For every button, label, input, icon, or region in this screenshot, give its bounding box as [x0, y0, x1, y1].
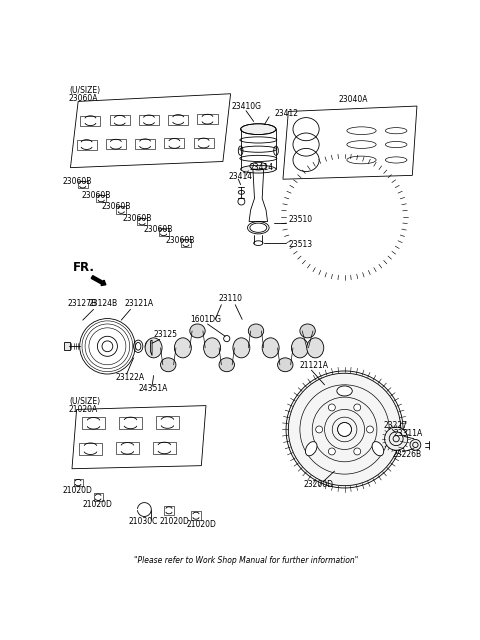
Text: 23060B: 23060B	[101, 202, 131, 211]
Bar	[82, 417, 105, 429]
Ellipse shape	[337, 386, 352, 396]
Circle shape	[384, 427, 408, 451]
Bar	[156, 417, 179, 429]
Bar	[181, 239, 191, 247]
Text: 23124B: 23124B	[88, 300, 117, 308]
Text: 21020D: 21020D	[63, 486, 93, 495]
Bar	[81, 116, 100, 125]
Circle shape	[367, 426, 373, 433]
Circle shape	[328, 404, 336, 411]
Circle shape	[288, 373, 401, 486]
Bar	[94, 493, 103, 501]
Ellipse shape	[160, 358, 176, 372]
Text: 23414: 23414	[228, 172, 252, 181]
Text: "Please refer to Work Shop Manual for further information": "Please refer to Work Shop Manual for fu…	[134, 556, 358, 565]
Bar	[158, 228, 168, 236]
Ellipse shape	[305, 442, 317, 456]
Text: 23060B: 23060B	[63, 177, 92, 186]
Ellipse shape	[233, 338, 250, 358]
Ellipse shape	[372, 442, 384, 456]
Text: 23122A: 23122A	[115, 372, 144, 381]
Text: 21020D: 21020D	[160, 517, 190, 526]
Bar	[64, 342, 71, 350]
Circle shape	[354, 448, 361, 455]
Ellipse shape	[277, 358, 293, 372]
Bar	[137, 218, 147, 225]
Bar	[164, 138, 184, 148]
Text: 23410G: 23410G	[231, 102, 261, 111]
Bar	[116, 442, 139, 454]
Text: 23412: 23412	[275, 109, 299, 118]
Circle shape	[410, 440, 421, 451]
Text: 21121A: 21121A	[300, 361, 329, 370]
Text: 23513: 23513	[288, 240, 312, 249]
Bar	[153, 442, 176, 454]
Ellipse shape	[240, 124, 276, 134]
Bar	[78, 180, 88, 188]
Text: 21020A: 21020A	[69, 405, 98, 414]
Circle shape	[354, 404, 361, 411]
Ellipse shape	[300, 324, 315, 338]
Ellipse shape	[291, 338, 308, 358]
Text: 23060B: 23060B	[144, 225, 173, 234]
Bar	[197, 114, 217, 124]
Text: 23414: 23414	[249, 163, 273, 172]
Text: (U/SIZE): (U/SIZE)	[69, 397, 100, 406]
Text: 21020D: 21020D	[187, 520, 216, 529]
Text: FR.: FR.	[73, 261, 95, 275]
Ellipse shape	[145, 338, 162, 358]
Text: 23226B: 23226B	[392, 449, 421, 459]
Text: 21020D: 21020D	[83, 500, 113, 509]
Text: 23311A: 23311A	[394, 429, 423, 438]
Text: 23510: 23510	[288, 215, 312, 224]
Text: 23110: 23110	[218, 294, 242, 303]
Bar	[110, 115, 130, 125]
Circle shape	[328, 448, 336, 455]
Bar	[116, 206, 126, 214]
Bar	[106, 139, 126, 149]
Text: 23060A: 23060A	[69, 94, 98, 103]
FancyArrow shape	[91, 276, 106, 285]
Bar	[193, 138, 214, 148]
Text: 23127B: 23127B	[67, 300, 96, 308]
Ellipse shape	[219, 358, 234, 372]
Text: 23200D: 23200D	[304, 481, 334, 490]
Circle shape	[286, 371, 403, 488]
Text: 23060B: 23060B	[81, 191, 110, 200]
Bar	[79, 442, 102, 455]
Bar	[77, 140, 96, 150]
Text: 1601DG: 1601DG	[191, 315, 222, 324]
Bar	[164, 506, 174, 515]
Ellipse shape	[248, 324, 264, 338]
Circle shape	[316, 426, 323, 433]
Ellipse shape	[190, 324, 205, 338]
Ellipse shape	[204, 338, 221, 358]
Text: (U/SIZE): (U/SIZE)	[69, 86, 100, 95]
Bar	[168, 115, 188, 125]
Text: 21030C: 21030C	[129, 517, 158, 526]
Bar	[119, 417, 142, 429]
Bar	[73, 479, 83, 486]
Bar	[96, 195, 106, 202]
Text: 24351A: 24351A	[138, 384, 168, 393]
Bar	[191, 511, 201, 520]
Ellipse shape	[174, 338, 192, 358]
Text: 23121A: 23121A	[124, 300, 154, 308]
Bar	[139, 115, 159, 125]
Ellipse shape	[307, 338, 324, 358]
Ellipse shape	[240, 165, 276, 173]
Ellipse shape	[262, 338, 279, 358]
Bar	[135, 139, 155, 148]
Polygon shape	[151, 340, 152, 356]
Circle shape	[337, 422, 351, 436]
Text: 23060B: 23060B	[166, 236, 195, 244]
Text: 23040A: 23040A	[338, 95, 368, 104]
Text: 23060B: 23060B	[122, 214, 151, 223]
Text: 23125: 23125	[154, 330, 178, 339]
Text: 23227: 23227	[383, 421, 407, 430]
